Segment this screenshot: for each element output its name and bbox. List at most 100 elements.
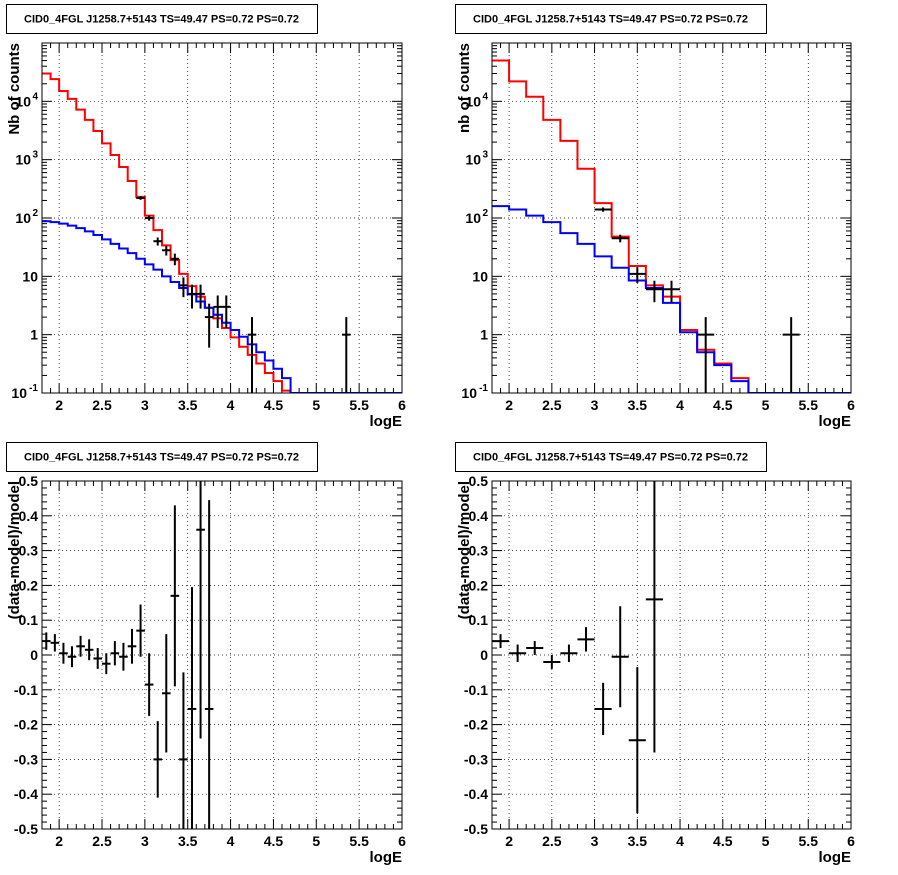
grid-lines [492, 481, 851, 829]
x-tick-label: 2 [505, 833, 513, 849]
chart-title: CID0_4FGL J1258.7+5143 TS=49.47 PS=0.72 … [473, 14, 748, 26]
y-tick-label: -0.1 [464, 682, 488, 698]
data-point [222, 295, 231, 329]
data-point [247, 317, 257, 393]
y-tick-exponent: -1 [29, 383, 38, 394]
y-axis-title: Nb of counts [6, 43, 23, 135]
y-tick-label: 10 [465, 93, 481, 109]
model-series [492, 59, 851, 393]
chart-title: CID0_4FGL J1258.7+5143 TS=49.47 PS=0.72 … [473, 452, 748, 464]
x-tick-label: 3 [591, 833, 599, 849]
data-point [162, 245, 171, 256]
model-series [42, 72, 402, 393]
x-tick-label: 4.5 [264, 397, 284, 413]
x-tick-label: 4.5 [264, 833, 284, 849]
x-tick-label: 3.5 [178, 397, 198, 413]
x-tick-label: 5 [762, 397, 770, 413]
data-point [526, 641, 544, 655]
y-tick-exponent: 3 [482, 150, 488, 161]
y-tick-label: -0.1 [14, 682, 38, 698]
y-tick-label: 0.1 [19, 612, 39, 628]
plot-frame [41, 42, 403, 394]
y-tick-label: 0.4 [19, 508, 39, 524]
x-tick-label: 4.5 [713, 397, 733, 413]
x-tick-label: 4.5 [713, 833, 733, 849]
tick-labels: 2 2.5 3 3.5 4 4.5 5 5.5 6 -0.5 -0.4 -0.3 -0.2 -0.1 0 0.… [14, 473, 406, 849]
x-tick-label: 6 [847, 397, 855, 413]
data-point [170, 505, 180, 687]
data-point [662, 280, 681, 303]
y-tick-label: -0.5 [464, 821, 488, 837]
x-tick-label: 3 [141, 833, 149, 849]
chart-title: CID0_4FGL J1258.7+5143 TS=49.47 PS=0.72 … [24, 14, 299, 26]
data-points [594, 207, 800, 393]
data-point [628, 267, 646, 283]
y-tick-label: 10 [15, 210, 31, 226]
x-tick-label: 4 [227, 397, 235, 413]
data-point [59, 642, 68, 664]
x-tick-label: 3.5 [178, 833, 198, 849]
y-tick-label: 10 [15, 93, 31, 109]
y-tick-label: -0.5 [14, 821, 38, 837]
title-box [6, 442, 318, 472]
y-tick-label: 10 [465, 210, 481, 226]
grid-lines [42, 43, 402, 393]
data-point [136, 604, 145, 657]
title-box [455, 4, 767, 34]
chart-panel-4: 2 2.5 3 3.5 4 4.5 5 5.5 6 -0.5 -0.4 -0.3 -0.2 -0.1 0 0.… [455, 442, 855, 866]
plot-frame [41, 480, 403, 830]
data-point [782, 317, 800, 393]
y-tick-label: -0.3 [14, 751, 38, 767]
data-point [204, 500, 214, 829]
data-points [136, 196, 351, 393]
data-point [110, 641, 120, 666]
x-tick-label: 3 [141, 397, 149, 413]
x-tick-label: 6 [398, 833, 406, 849]
x-axis-title: logE [819, 413, 852, 430]
x-tick-label: 5.5 [349, 833, 369, 849]
y-tick-label: -0.2 [14, 717, 38, 733]
data-point [76, 635, 85, 657]
x-tick-label: 2 [55, 833, 63, 849]
data-point [611, 234, 629, 243]
data-point [153, 721, 162, 798]
y-tick-label: 0.4 [469, 508, 489, 524]
x-tick-label: 3.5 [628, 833, 648, 849]
x-tick-label: 3 [591, 397, 599, 413]
series-line-2 [42, 220, 402, 393]
data-point [187, 587, 197, 829]
plot-frame [491, 480, 852, 830]
y-tick-label: -0.4 [14, 786, 38, 802]
data-point [179, 672, 188, 829]
y-tick-exponent: 4 [32, 91, 38, 102]
x-tick-label: 5.5 [799, 833, 819, 849]
x-tick-label: 2.5 [92, 397, 112, 413]
data-point [342, 317, 351, 393]
data-point [127, 628, 137, 664]
x-axis-title: logE [370, 413, 403, 430]
x-tick-label: 5 [312, 397, 320, 413]
x-tick-label: 6 [398, 397, 406, 413]
y-tick-label: 0 [480, 647, 488, 663]
x-tick-label: 5.5 [349, 397, 369, 413]
data-point [144, 653, 154, 716]
y-tick-exponent: 3 [32, 150, 38, 161]
data-point [119, 642, 128, 671]
chart-panel-3: 2 2.5 3 3.5 4 4.5 5 5.5 6 -0.5 -0.4 -0.3 -0.2 -0.1 0 0.… [6, 442, 406, 866]
data-points [492, 481, 663, 814]
data-point [67, 646, 77, 668]
data-point [136, 196, 145, 200]
y-tick-label: 0.3 [19, 543, 39, 559]
data-point [628, 667, 646, 814]
y-tick-label: 1 [480, 327, 488, 343]
x-tick-label: 2 [505, 397, 513, 413]
data-point [577, 627, 595, 652]
grid-lines [492, 43, 851, 393]
data-point [645, 481, 663, 753]
y-tick-label: 0.5 [19, 473, 39, 489]
x-tick-label: 2.5 [542, 833, 562, 849]
data-point [144, 215, 154, 221]
